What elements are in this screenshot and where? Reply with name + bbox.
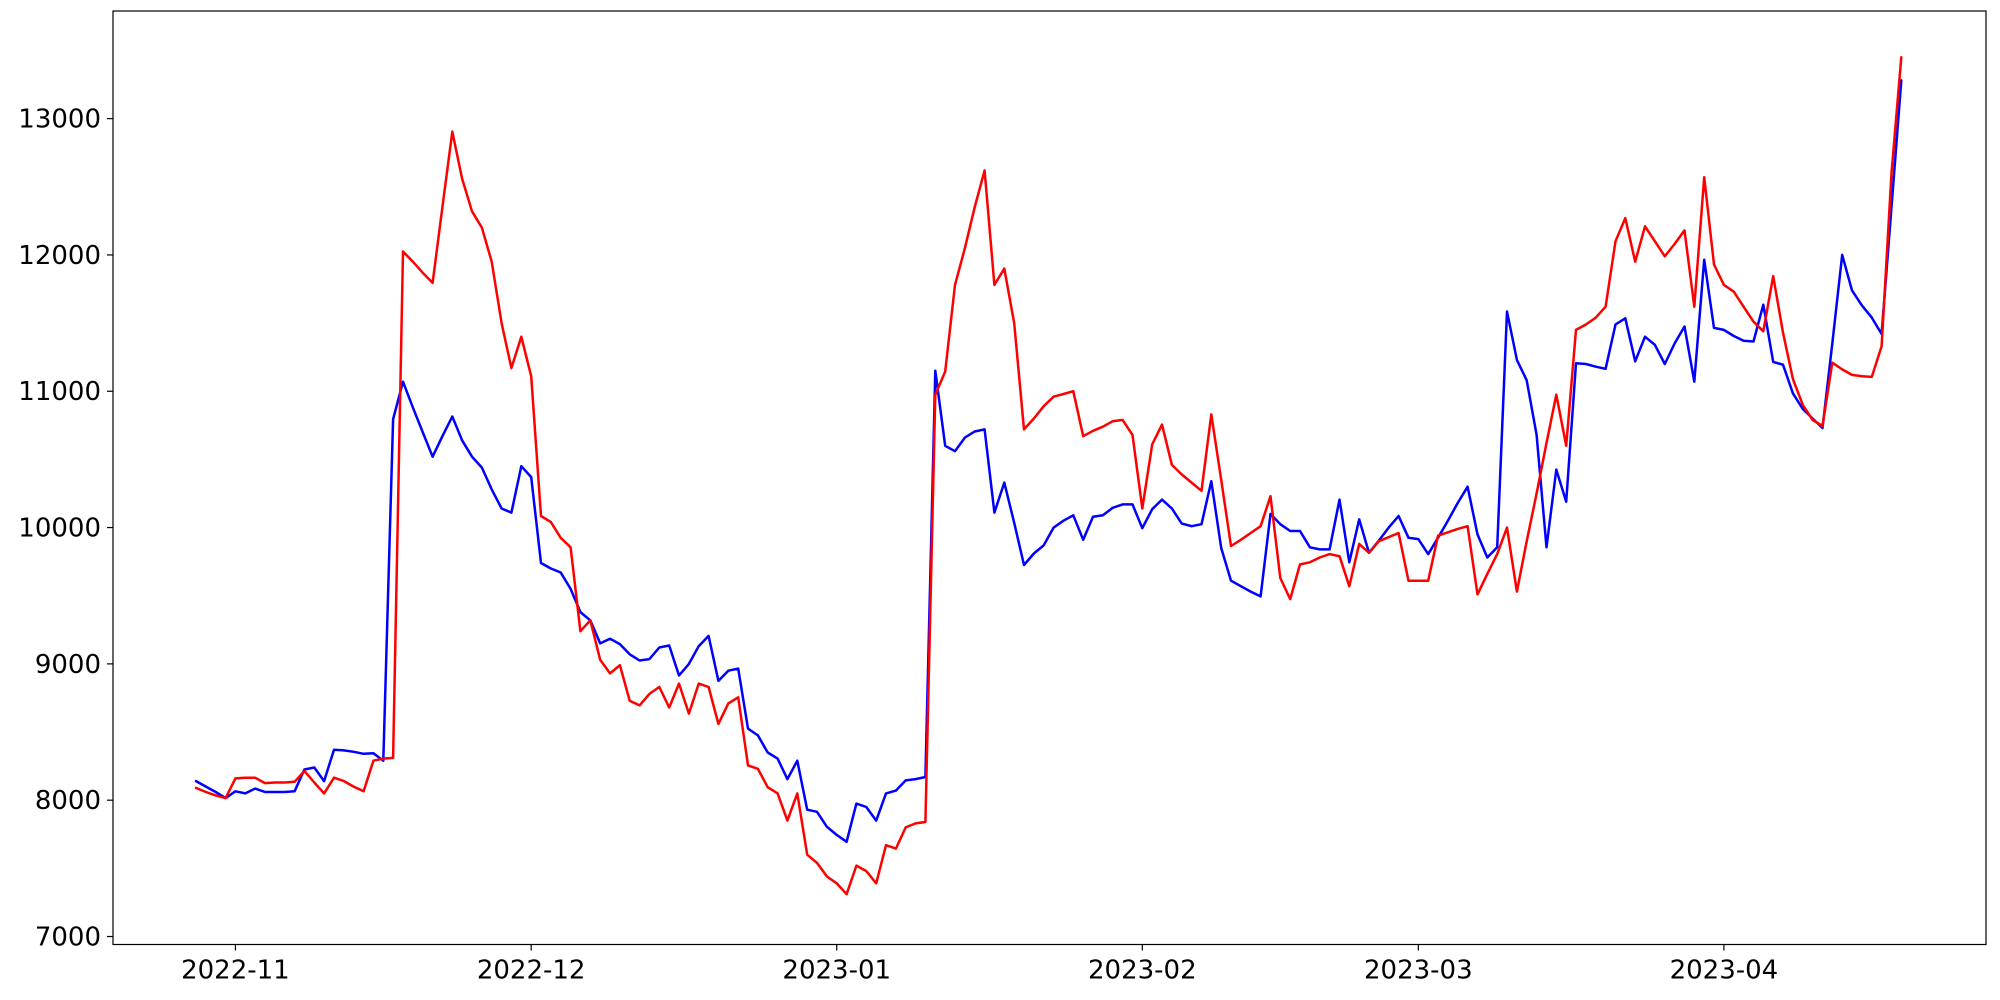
y-axis-tick-label: 13000	[18, 105, 101, 135]
plot-area	[112, 10, 1987, 946]
x-axis-tick-label: 2022-11	[181, 956, 290, 986]
y-axis-tick-label: 8000	[35, 786, 101, 816]
y-axis-tick-label: 7000	[35, 923, 101, 953]
y-axis-tick-label: 11000	[18, 377, 101, 407]
x-axis-tick-label: 2022-12	[477, 956, 586, 986]
y-axis-tick-label: 12000	[18, 241, 101, 271]
x-axis-tick-label: 2023-04	[1670, 956, 1779, 986]
x-axis-tick-label: 2023-01	[782, 956, 891, 986]
blue-series-line	[194, 79, 1903, 844]
x-axis-tick-label: 2023-02	[1088, 956, 1197, 986]
y-axis-tick-label: 10000	[18, 514, 101, 544]
y-axis-tick-label: 9000	[35, 650, 101, 680]
x-axis-tick-label: 2023-03	[1364, 956, 1473, 986]
red-series-line	[194, 56, 1903, 896]
